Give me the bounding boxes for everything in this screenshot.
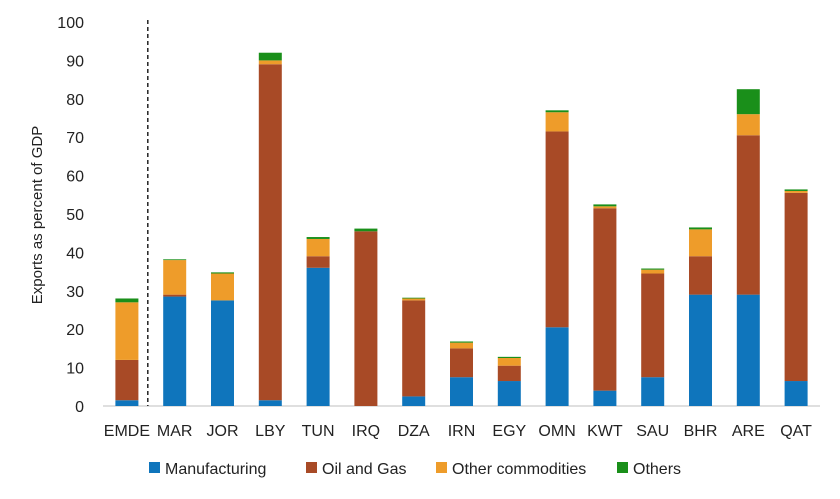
bar-bhr-other-commodities <box>689 229 712 257</box>
bar-egy-others <box>497 356 521 358</box>
bar-irq-others <box>354 228 378 232</box>
bar-irn-other-commodities <box>450 342 473 349</box>
bar-omn-manufacturing <box>545 327 569 406</box>
bar-qat-oil-and-gas <box>784 192 808 382</box>
y-tick-label: 80 <box>66 92 84 109</box>
bar-mar-manufacturing <box>163 296 187 406</box>
bar-omn-other-commodities <box>545 112 569 132</box>
bar-omn-oil-and-gas <box>545 131 569 328</box>
bar-irq-oil-and-gas <box>354 231 378 406</box>
bars <box>115 52 808 406</box>
y-axis-title: Exports as percent of GDP <box>29 126 46 304</box>
x-tick-label: MAR <box>157 423 193 440</box>
legend-swatch <box>617 462 628 473</box>
bar-qat-others <box>784 189 808 191</box>
bar-omn-others <box>545 110 569 113</box>
y-axis: 0 10 20 30 40 50 60 70 80 90 100 <box>57 15 84 416</box>
bar-egy-oil-and-gas <box>497 365 521 382</box>
bar-jor-other-commodities <box>211 273 234 301</box>
legend-swatch <box>306 462 317 473</box>
x-tick-label: LBY <box>255 423 286 440</box>
y-tick-label: 0 <box>75 399 84 416</box>
bar-lby-other-commodities <box>258 60 282 65</box>
bar-tun-other-commodities <box>306 238 330 257</box>
bar-tun-oil-and-gas <box>306 256 330 268</box>
bar-are-manufacturing <box>736 294 760 406</box>
bar-dza-oil-and-gas <box>402 300 426 397</box>
y-tick-label: 40 <box>66 245 84 262</box>
legend-swatch <box>149 462 160 473</box>
bar-qat-other-commodities <box>784 190 808 193</box>
bar-kwt-other-commodities <box>593 206 617 209</box>
bar-are-others <box>736 89 760 115</box>
legend-label: Oil and Gas <box>322 461 406 478</box>
bar-mar-other-commodities <box>163 260 187 295</box>
bar-dza-manufacturing <box>402 396 426 406</box>
x-tick-label: OMN <box>538 423 575 440</box>
bar-jor-others <box>211 272 234 274</box>
legend-label: Other commodities <box>452 461 586 478</box>
y-tick-label: 90 <box>66 53 84 70</box>
bar-lby-others <box>258 52 282 61</box>
legend-label: Manufacturing <box>165 461 266 478</box>
y-tick-label: 10 <box>66 361 84 378</box>
bar-bhr-others <box>689 227 712 230</box>
x-tick-label: IRN <box>448 423 476 440</box>
bar-irn-oil-and-gas <box>450 348 473 378</box>
bar-emde-oil-and-gas <box>115 359 139 401</box>
bar-dza-others <box>402 297 426 299</box>
bar-are-other-commodities <box>736 114 760 136</box>
x-tick-label: DZA <box>398 423 430 440</box>
y-tick-label: 20 <box>66 322 84 339</box>
bar-lby-manufacturing <box>258 400 282 406</box>
bar-are-oil-and-gas <box>736 135 760 295</box>
x-tick-label: KWT <box>587 423 623 440</box>
bar-mar-oil-and-gas <box>163 294 187 297</box>
bar-sau-manufacturing <box>641 377 665 406</box>
bar-kwt-oil-and-gas <box>593 208 617 391</box>
legend-label: Others <box>633 461 681 478</box>
legend-swatch <box>436 462 447 473</box>
bar-egy-manufacturing <box>497 381 521 406</box>
bar-bhr-manufacturing <box>689 294 712 406</box>
y-tick-label: 100 <box>57 15 84 32</box>
bar-qat-manufacturing <box>784 381 808 406</box>
x-tick-label: SAU <box>636 423 669 440</box>
y-tick-label: 30 <box>66 284 84 301</box>
y-tick-label: 50 <box>66 207 84 224</box>
x-tick-label: JOR <box>207 423 239 440</box>
bar-kwt-manufacturing <box>593 390 617 406</box>
x-tick-label: EMDE <box>104 423 150 440</box>
bar-mar-others <box>163 259 187 261</box>
x-tick-label: EGY <box>492 423 526 440</box>
bar-sau-oil-and-gas <box>641 273 665 378</box>
bar-dza-other-commodities <box>402 298 426 301</box>
x-axis: EMDE MAR JOR LBY TUN IRQ DZA IRN EGY OMN KWT SAU BHR… <box>104 423 812 440</box>
y-tick-label: 60 <box>66 169 84 186</box>
bar-sau-others <box>641 268 665 270</box>
x-tick-label: ARE <box>732 423 765 440</box>
bar-lby-oil-and-gas <box>258 64 282 401</box>
x-tick-label: TUN <box>302 423 335 440</box>
bar-sau-other-commodities <box>641 269 665 274</box>
legend: Manufacturing Oil and Gas Other commoditie… <box>149 461 681 478</box>
bar-egy-other-commodities <box>497 358 521 366</box>
bar-emde-others <box>115 298 139 303</box>
bar-tun-manufacturing <box>306 267 330 406</box>
bar-irn-others <box>450 341 473 343</box>
bar-bhr-oil-and-gas <box>689 256 712 295</box>
x-tick-label: BHR <box>684 423 718 440</box>
bar-emde-other-commodities <box>115 302 139 360</box>
y-tick-label: 70 <box>66 130 84 147</box>
bar-kwt-others <box>593 204 617 207</box>
bar-irn-manufacturing <box>450 377 473 406</box>
bar-jor-manufacturing <box>211 300 234 406</box>
bar-emde-manufacturing <box>115 400 139 406</box>
bar-tun-others <box>306 237 330 239</box>
x-tick-label: QAT <box>780 423 812 440</box>
x-tick-label: IRQ <box>352 423 380 440</box>
